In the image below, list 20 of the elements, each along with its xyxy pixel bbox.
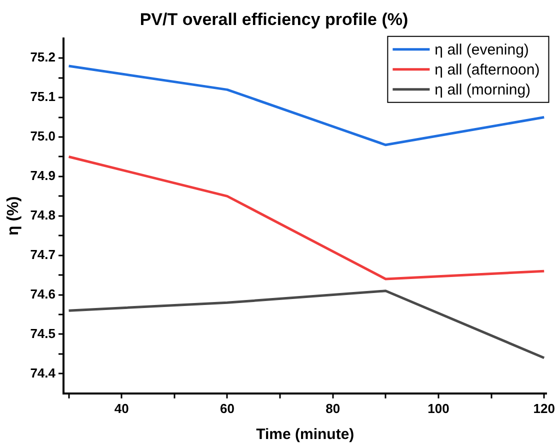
chart-title: PV/T overall efficiency profile (%) (140, 10, 408, 29)
legend-label: η all (afternoon) (434, 62, 540, 79)
x-tick-label: 80 (326, 400, 340, 416)
x-tick-label: 60 (220, 400, 234, 416)
y-axis-title: η (%) (5, 196, 22, 236)
x-tick-label: 40 (114, 400, 129, 416)
y-tick-label: 74.8 (30, 207, 56, 222)
x-axis-title: Time (minute) (256, 426, 354, 444)
y-tick-label: 74.7 (30, 246, 56, 262)
y-tick-label: 75.0 (30, 128, 56, 144)
y-tick-label: 75.1 (30, 89, 56, 104)
legend-label: η all (evening) (434, 42, 529, 59)
legend-label: η all (morning) (434, 82, 531, 99)
x-tick-label: 100 (428, 400, 450, 416)
y-tick-label: 74.6 (30, 286, 56, 302)
y-tick-label: 74.5 (30, 326, 56, 341)
y-tick-label: 74.9 (30, 168, 56, 184)
y-tick-label: 75.2 (30, 50, 56, 65)
y-tick-label: 74.4 (30, 365, 56, 380)
x-tick-label: 120 (533, 400, 555, 416)
